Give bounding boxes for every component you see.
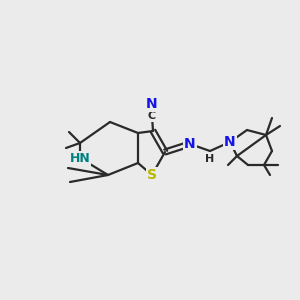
Text: N: N: [146, 97, 158, 111]
Text: N: N: [184, 137, 196, 151]
Text: S: S: [147, 168, 157, 182]
Text: HN: HN: [70, 152, 90, 164]
Text: N: N: [224, 135, 236, 149]
Text: H: H: [206, 154, 214, 164]
Text: C: C: [148, 111, 156, 121]
